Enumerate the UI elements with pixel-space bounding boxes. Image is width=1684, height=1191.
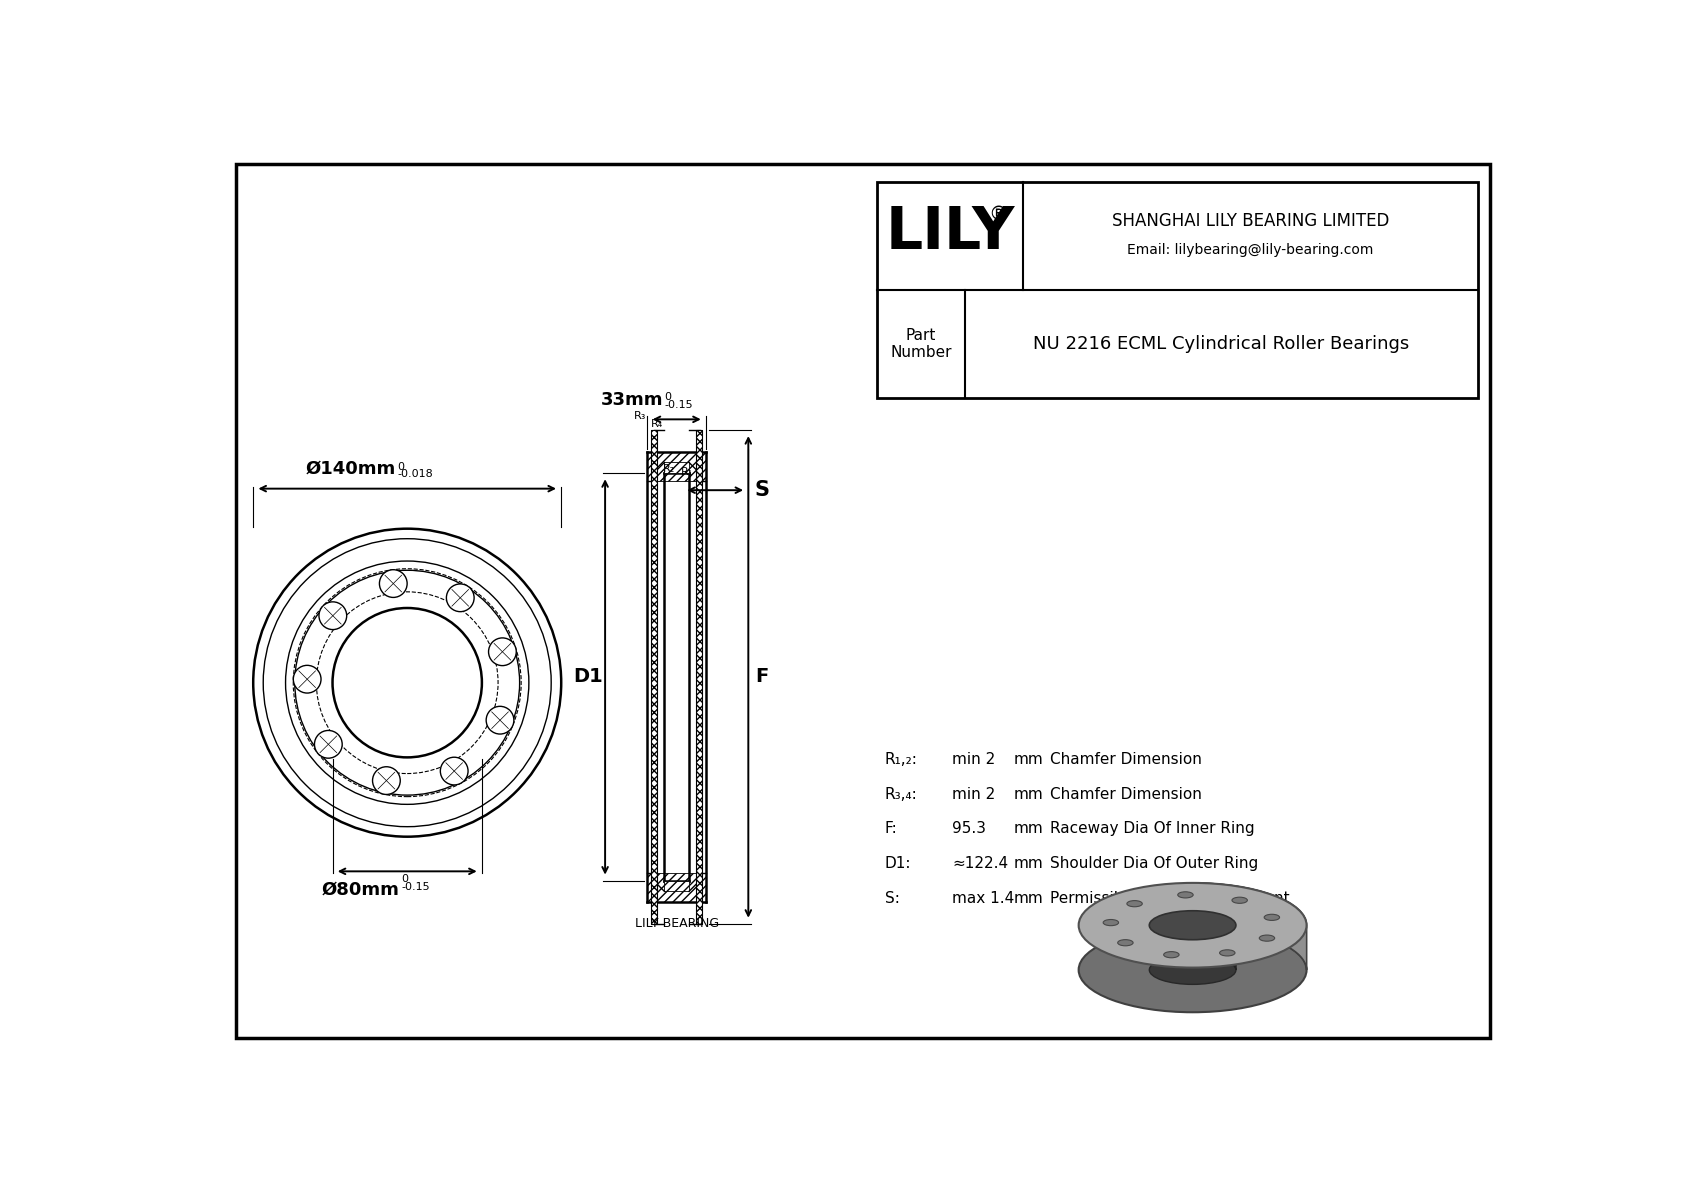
Text: min 2: min 2 xyxy=(953,753,995,767)
Circle shape xyxy=(372,767,401,794)
Ellipse shape xyxy=(1265,915,1280,921)
Ellipse shape xyxy=(1127,900,1142,906)
Text: D1:: D1: xyxy=(884,856,911,871)
Text: S: S xyxy=(754,480,770,500)
Text: 0: 0 xyxy=(401,874,408,885)
Text: R₂: R₂ xyxy=(663,463,675,474)
Text: LILY BEARING: LILY BEARING xyxy=(635,917,719,930)
Polygon shape xyxy=(1192,883,1307,969)
Circle shape xyxy=(379,569,408,598)
Ellipse shape xyxy=(1148,911,1236,940)
Text: F:: F: xyxy=(884,822,898,836)
Bar xyxy=(647,451,706,481)
Circle shape xyxy=(318,601,347,630)
Ellipse shape xyxy=(1079,928,1307,1012)
Text: Permissible Axial Displacement: Permissible Axial Displacement xyxy=(1051,891,1290,906)
Text: Shoulder Dia Of Outer Ring: Shoulder Dia Of Outer Ring xyxy=(1051,856,1258,871)
Bar xyxy=(695,430,702,924)
Circle shape xyxy=(487,706,514,734)
Ellipse shape xyxy=(1148,955,1236,985)
Circle shape xyxy=(315,730,342,759)
Text: LILY: LILY xyxy=(886,204,1015,261)
Text: Chamfer Dimension: Chamfer Dimension xyxy=(1051,753,1202,767)
Text: mm: mm xyxy=(1014,891,1044,906)
Text: SHANGHAI LILY BEARING LIMITED: SHANGHAI LILY BEARING LIMITED xyxy=(1111,212,1389,230)
Bar xyxy=(665,462,689,473)
Bar xyxy=(647,873,706,902)
Ellipse shape xyxy=(1118,940,1133,946)
Circle shape xyxy=(440,757,468,785)
Ellipse shape xyxy=(1219,949,1234,956)
Polygon shape xyxy=(1192,883,1307,969)
Ellipse shape xyxy=(1164,952,1179,958)
Text: D1: D1 xyxy=(573,667,603,686)
Bar xyxy=(665,880,689,891)
Text: NU 2216 ECML Cylindrical Roller Bearings: NU 2216 ECML Cylindrical Roller Bearings xyxy=(1034,335,1410,353)
Text: ≈122.4: ≈122.4 xyxy=(953,856,1009,871)
Circle shape xyxy=(488,638,517,666)
Text: -0.15: -0.15 xyxy=(665,400,694,410)
Text: mm: mm xyxy=(1014,787,1044,802)
Text: R₄: R₄ xyxy=(650,419,663,429)
Text: 0: 0 xyxy=(665,392,672,403)
Text: R₁,₂:: R₁,₂: xyxy=(884,753,918,767)
Text: min 2: min 2 xyxy=(953,787,995,802)
Text: 33mm: 33mm xyxy=(601,391,663,409)
Circle shape xyxy=(293,666,322,693)
Text: Email: lilybearing@lily-bearing.com: Email: lilybearing@lily-bearing.com xyxy=(1127,243,1374,257)
Text: mm: mm xyxy=(1014,753,1044,767)
Ellipse shape xyxy=(1103,919,1118,925)
Bar xyxy=(652,430,657,924)
Text: F: F xyxy=(756,667,770,686)
Bar xyxy=(877,182,1477,398)
Polygon shape xyxy=(1192,911,1236,969)
Text: ®: ® xyxy=(989,205,1007,224)
Text: S:: S: xyxy=(884,891,899,906)
Text: R₁: R₁ xyxy=(682,467,694,476)
Text: 95.3: 95.3 xyxy=(953,822,987,836)
Ellipse shape xyxy=(1260,935,1275,941)
Bar xyxy=(652,430,657,924)
Text: Ø140mm: Ø140mm xyxy=(305,460,396,478)
Bar xyxy=(695,430,702,924)
Text: Raceway Dia Of Inner Ring: Raceway Dia Of Inner Ring xyxy=(1051,822,1255,836)
Text: Chamfer Dimension: Chamfer Dimension xyxy=(1051,787,1202,802)
Text: 0: 0 xyxy=(397,462,404,472)
Text: R₃: R₃ xyxy=(633,411,647,422)
Text: -0.018: -0.018 xyxy=(397,469,433,480)
Text: max 1.4: max 1.4 xyxy=(953,891,1015,906)
Text: Ø80mm: Ø80mm xyxy=(322,880,399,898)
Text: -0.15: -0.15 xyxy=(401,883,429,892)
Ellipse shape xyxy=(1079,883,1307,967)
Polygon shape xyxy=(1192,911,1236,969)
Ellipse shape xyxy=(1177,892,1194,898)
Text: mm: mm xyxy=(1014,822,1044,836)
Text: mm: mm xyxy=(1014,856,1044,871)
Text: R₃,₄:: R₃,₄: xyxy=(884,787,918,802)
Ellipse shape xyxy=(1233,897,1248,903)
Circle shape xyxy=(446,584,475,612)
Text: Part
Number: Part Number xyxy=(891,328,951,360)
